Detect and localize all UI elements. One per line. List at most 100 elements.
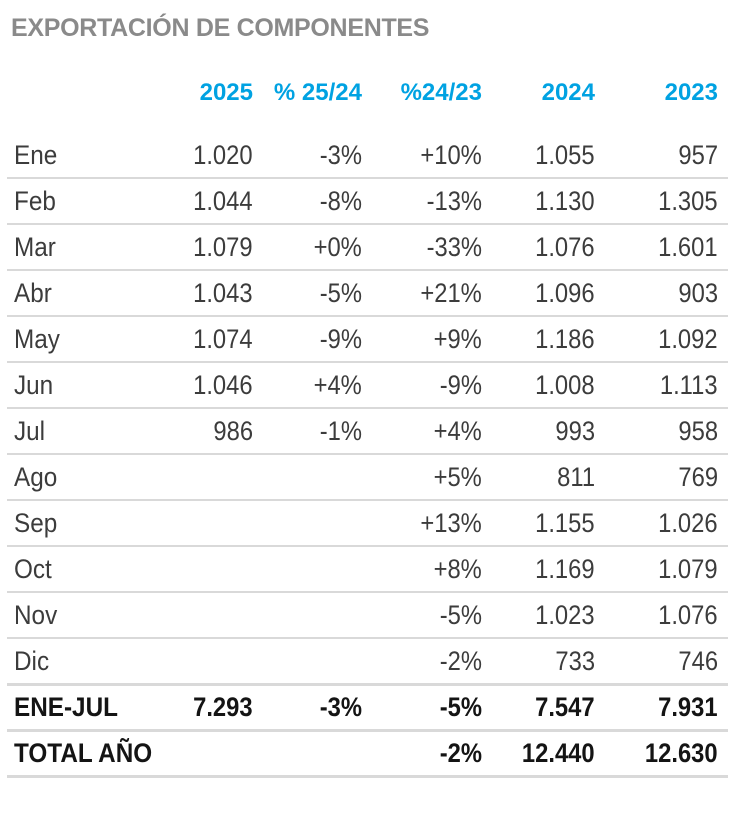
cell: [257, 454, 367, 500]
month-column-header: [7, 62, 127, 109]
cell: 1.020: [193, 139, 253, 170]
row-label: Ene: [14, 139, 58, 170]
cell: 7.931: [658, 692, 718, 722]
cell: [127, 454, 257, 500]
export-components-infographic: EXPORTACIÓN DE COMPONENTES 2025 % 25/24 %2…: [0, 14, 752, 778]
cell: 986: [213, 415, 253, 446]
row-label: Ago: [14, 461, 58, 492]
cell: 1.076: [535, 231, 595, 262]
row-label: Oct: [14, 553, 52, 584]
cell: 958: [678, 415, 718, 446]
header-row: 2025 % 25/24 %24/23 2024 2023: [7, 62, 728, 109]
column-header-2023: 2023: [664, 79, 718, 106]
cell: [257, 546, 367, 592]
row-label: ENE-JUL: [14, 692, 118, 722]
cell: 1.044: [193, 185, 253, 216]
cell: +21%: [420, 277, 482, 308]
table-row-ene-jul: ENE-JUL 7.293 -3% -5% 7.547 7.931: [7, 685, 728, 731]
cell: 1.096: [535, 277, 595, 308]
cell: +10%: [420, 139, 482, 170]
table-body: Ene 1.020 -3% +10% 1.055 957 Feb 1.044 -8% -13% 1.…: [7, 109, 728, 777]
cell: [257, 500, 367, 546]
cell: +8%: [433, 553, 482, 584]
cell: [127, 500, 257, 546]
cell: 12.440: [522, 738, 595, 768]
cell: 1.155: [535, 507, 595, 538]
row-label: Sep: [14, 507, 58, 538]
cell: 993: [555, 415, 595, 446]
cell: 769: [678, 461, 718, 492]
cell: 733: [555, 645, 595, 676]
cell: 1.305: [658, 185, 718, 216]
cell: +4%: [313, 369, 362, 400]
chart-title: EXPORTACIÓN DE COMPONENTES: [11, 14, 430, 42]
table-row-feb: Feb 1.044 -8% -13% 1.130 1.305: [7, 178, 728, 224]
spacer-row: [7, 109, 728, 133]
table-row-may: May 1.074 -9% +9% 1.186 1.092: [7, 316, 728, 362]
row-label: Feb: [14, 185, 56, 216]
cell: -8%: [319, 185, 362, 216]
row-label: May: [14, 323, 60, 354]
cell: 903: [678, 277, 718, 308]
table-row-jul: Jul 986 -1% +4% 993 958: [7, 408, 728, 454]
cell: 1.079: [658, 553, 718, 584]
cell: -1%: [319, 415, 362, 446]
cell: 1.055: [535, 139, 595, 170]
cell: -3%: [319, 692, 362, 722]
cell: -13%: [426, 185, 482, 216]
table-row-jun: Jun 1.046 +4% -9% 1.008 1.113: [7, 362, 728, 408]
cell: -9%: [439, 369, 482, 400]
column-header-2024: 2024: [541, 79, 595, 106]
cell: +0%: [313, 231, 362, 262]
cell: -2%: [439, 645, 482, 676]
row-label: Nov: [14, 599, 58, 630]
cell: [127, 592, 257, 638]
cell: 1.076: [658, 599, 718, 630]
row-label: Mar: [14, 231, 56, 262]
table-row-ago: Ago +5% 811 769: [7, 454, 728, 500]
cell: -5%: [319, 277, 362, 308]
cell: 1.043: [193, 277, 253, 308]
table-row-ene: Ene 1.020 -3% +10% 1.055 957: [7, 133, 728, 178]
table-row-sep: Sep +13% 1.155 1.026: [7, 500, 728, 546]
cell: -33%: [426, 231, 482, 262]
cell: 1.046: [193, 369, 253, 400]
cell: +13%: [420, 507, 482, 538]
table-row-oct: Oct +8% 1.169 1.079: [7, 546, 728, 592]
cell: +9%: [433, 323, 482, 354]
cell: 957: [678, 139, 718, 170]
table-row-dic: Dic -2% 733 746: [7, 638, 728, 685]
row-label: TOTAL AÑO: [14, 738, 153, 768]
column-header--24-23: %24/23: [400, 79, 482, 106]
cell: 746: [678, 645, 718, 676]
column-header-2025: 2025: [199, 79, 253, 106]
cell: 1.092: [658, 323, 718, 354]
cell: 1.026: [658, 507, 718, 538]
cell: -9%: [319, 323, 362, 354]
cell: +4%: [433, 415, 482, 446]
cell: -3%: [319, 139, 362, 170]
table-row-abr: Abr 1.043 -5% +21% 1.096 903: [7, 270, 728, 316]
row-label: Abr: [14, 277, 52, 308]
cell: -5%: [439, 692, 482, 722]
cell: 1.601: [658, 231, 718, 262]
cell: 1.113: [660, 369, 718, 400]
cell: -5%: [439, 599, 482, 630]
cell: 1.130: [535, 185, 595, 216]
row-label: Dic: [14, 645, 50, 676]
cell: -2%: [439, 738, 482, 768]
cell: 12.630: [645, 738, 718, 768]
table-row-total-año: TOTAL AÑO -2% 12.440 12.630: [7, 731, 728, 777]
cell: 1.079: [193, 231, 253, 262]
cell: 1.074: [193, 323, 253, 354]
table-row-mar: Mar 1.079 +0% -33% 1.076 1.601: [7, 224, 728, 270]
row-label: Jun: [14, 369, 54, 400]
cell: [257, 731, 367, 777]
cell: [257, 638, 367, 685]
cell: 1.023: [535, 599, 595, 630]
cell: 1.186: [535, 323, 595, 354]
cell: 7.293: [193, 692, 253, 722]
row-label: Jul: [14, 415, 46, 446]
cell: 7.547: [535, 692, 595, 722]
cell: [127, 546, 257, 592]
